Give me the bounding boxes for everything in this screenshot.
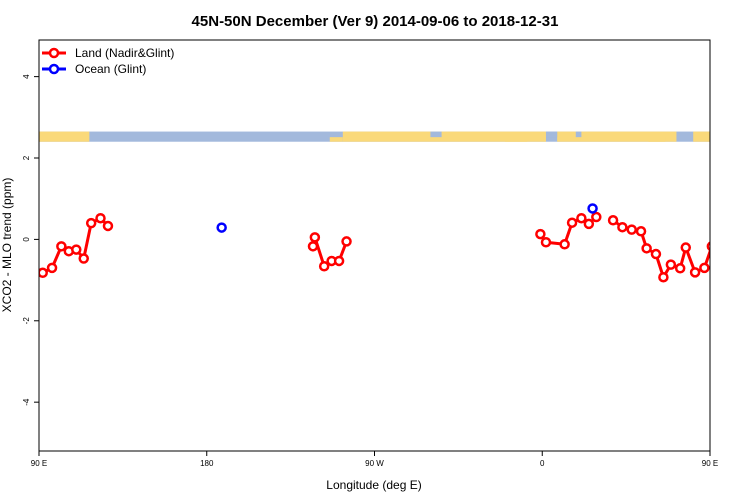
x-axis-label: Longitude (deg E) (326, 478, 421, 492)
x-tick-label: 90 E (31, 459, 47, 468)
land-mask-strip (39, 131, 710, 142)
series-land-point (741, 219, 749, 227)
y-tick-label: -2 (22, 317, 31, 325)
x-tick-label: 90 W (365, 459, 384, 468)
series-land-point (617, 221, 628, 233)
series-land-point (727, 246, 735, 254)
series-land-point (674, 263, 686, 274)
series-layer (39, 203, 749, 283)
series-land-point (85, 217, 97, 229)
y-tick-label: -4 (22, 398, 31, 406)
series-land-point (641, 243, 652, 254)
y-tick-label: 4 (22, 74, 31, 79)
x-axis: 90 E 180 90 W 0 90 E (31, 451, 718, 468)
series-land-point (734, 255, 742, 263)
series-land-point (341, 236, 352, 247)
series-land-point (559, 239, 570, 250)
strip-land (648, 136, 666, 142)
series-land-point (576, 212, 587, 224)
y-tick-label: 2 (22, 155, 31, 160)
series-land-point (706, 241, 710, 252)
legend-land-label: Land (Nadir&Glint) (75, 46, 174, 60)
y-tick-label: 0 (22, 237, 31, 242)
legend: Land (Nadir&Glint) Ocean (Glint) (42, 46, 174, 76)
strip-land (342, 131, 546, 142)
plot-frame (38, 39, 711, 452)
legend-ocean-marker (48, 63, 60, 75)
series-land-point (607, 215, 619, 226)
series-land-point (56, 241, 67, 252)
series-land-point (333, 255, 345, 267)
y-axis: -4 -2 0 2 4 (22, 74, 39, 406)
series-land-point (689, 267, 701, 278)
strip-ocean (545, 131, 558, 138)
strip-land (693, 131, 710, 142)
strip-ocean (575, 131, 582, 138)
y-axis-label: XCO2 - MLO trend (ppm) (0, 178, 14, 313)
legend-ocean-label: Ocean (Glint) (75, 62, 146, 76)
x-tick-label: 0 (540, 459, 545, 468)
series-land-point (71, 244, 82, 255)
series-land-point (650, 248, 662, 260)
series-land-point (309, 232, 321, 243)
series-land-point (717, 247, 725, 255)
x-tick-label: 180 (200, 459, 214, 468)
strip-land (557, 131, 677, 142)
strip-land (329, 137, 343, 142)
series-land-point (591, 211, 602, 223)
series-ocean-point (587, 203, 598, 214)
series-land-point (626, 224, 637, 235)
series-land-point (78, 253, 89, 264)
series-land-point (699, 262, 710, 274)
series-land-point (665, 259, 677, 270)
series-land-point (635, 226, 647, 237)
series-land-point (95, 212, 106, 224)
chart-title: 45N-50N December (Ver 9) 2014-09-06 to 2… (192, 13, 559, 30)
series-land-point (583, 218, 595, 230)
series-land-point (102, 220, 114, 232)
series-land-point (535, 228, 546, 240)
strip-ocean (430, 131, 442, 138)
series-land-point (658, 271, 669, 283)
strip-land (504, 136, 528, 142)
series-land-point (46, 262, 58, 274)
x-tick-label: 90 E (702, 459, 718, 468)
series-land-point (318, 261, 330, 272)
series-land-point (307, 241, 319, 252)
series-ocean-point (216, 222, 227, 233)
series-land-point (39, 267, 48, 279)
legend-land-marker (48, 47, 60, 59)
series-land-point (566, 217, 578, 228)
strip-land (39, 131, 90, 142)
series-land-point (680, 242, 692, 253)
series-land-point (540, 236, 552, 248)
